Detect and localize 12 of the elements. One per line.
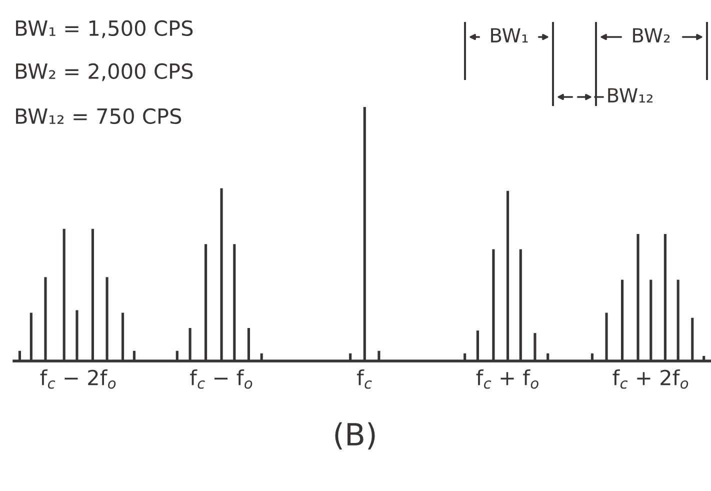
text: BW₁ [491,28,528,42]
text: BW₁₂ [608,88,652,102]
text: BW₁ = 1,500 CPS [16,20,193,38]
x-tick-label: f$_{c}$ − f$_{o}$ [190,369,252,389]
annotation: BW₁₂ = 750 CPS [16,108,182,124]
x-tick-label: f$_{c}$ + f$_{o}$ [476,369,538,389]
text: BW₂ [633,28,670,42]
x-tick-label: f$_{c}$ − 2f$_{o}$ [40,369,116,389]
x-tick-label: f$_{c}$ [357,369,372,389]
text: BW₂ = 2,000 CPS [16,63,193,82]
x-tick-label: f$_{c}$ + 2f$_{o}$ [612,369,688,389]
text: (B) [335,422,375,450]
